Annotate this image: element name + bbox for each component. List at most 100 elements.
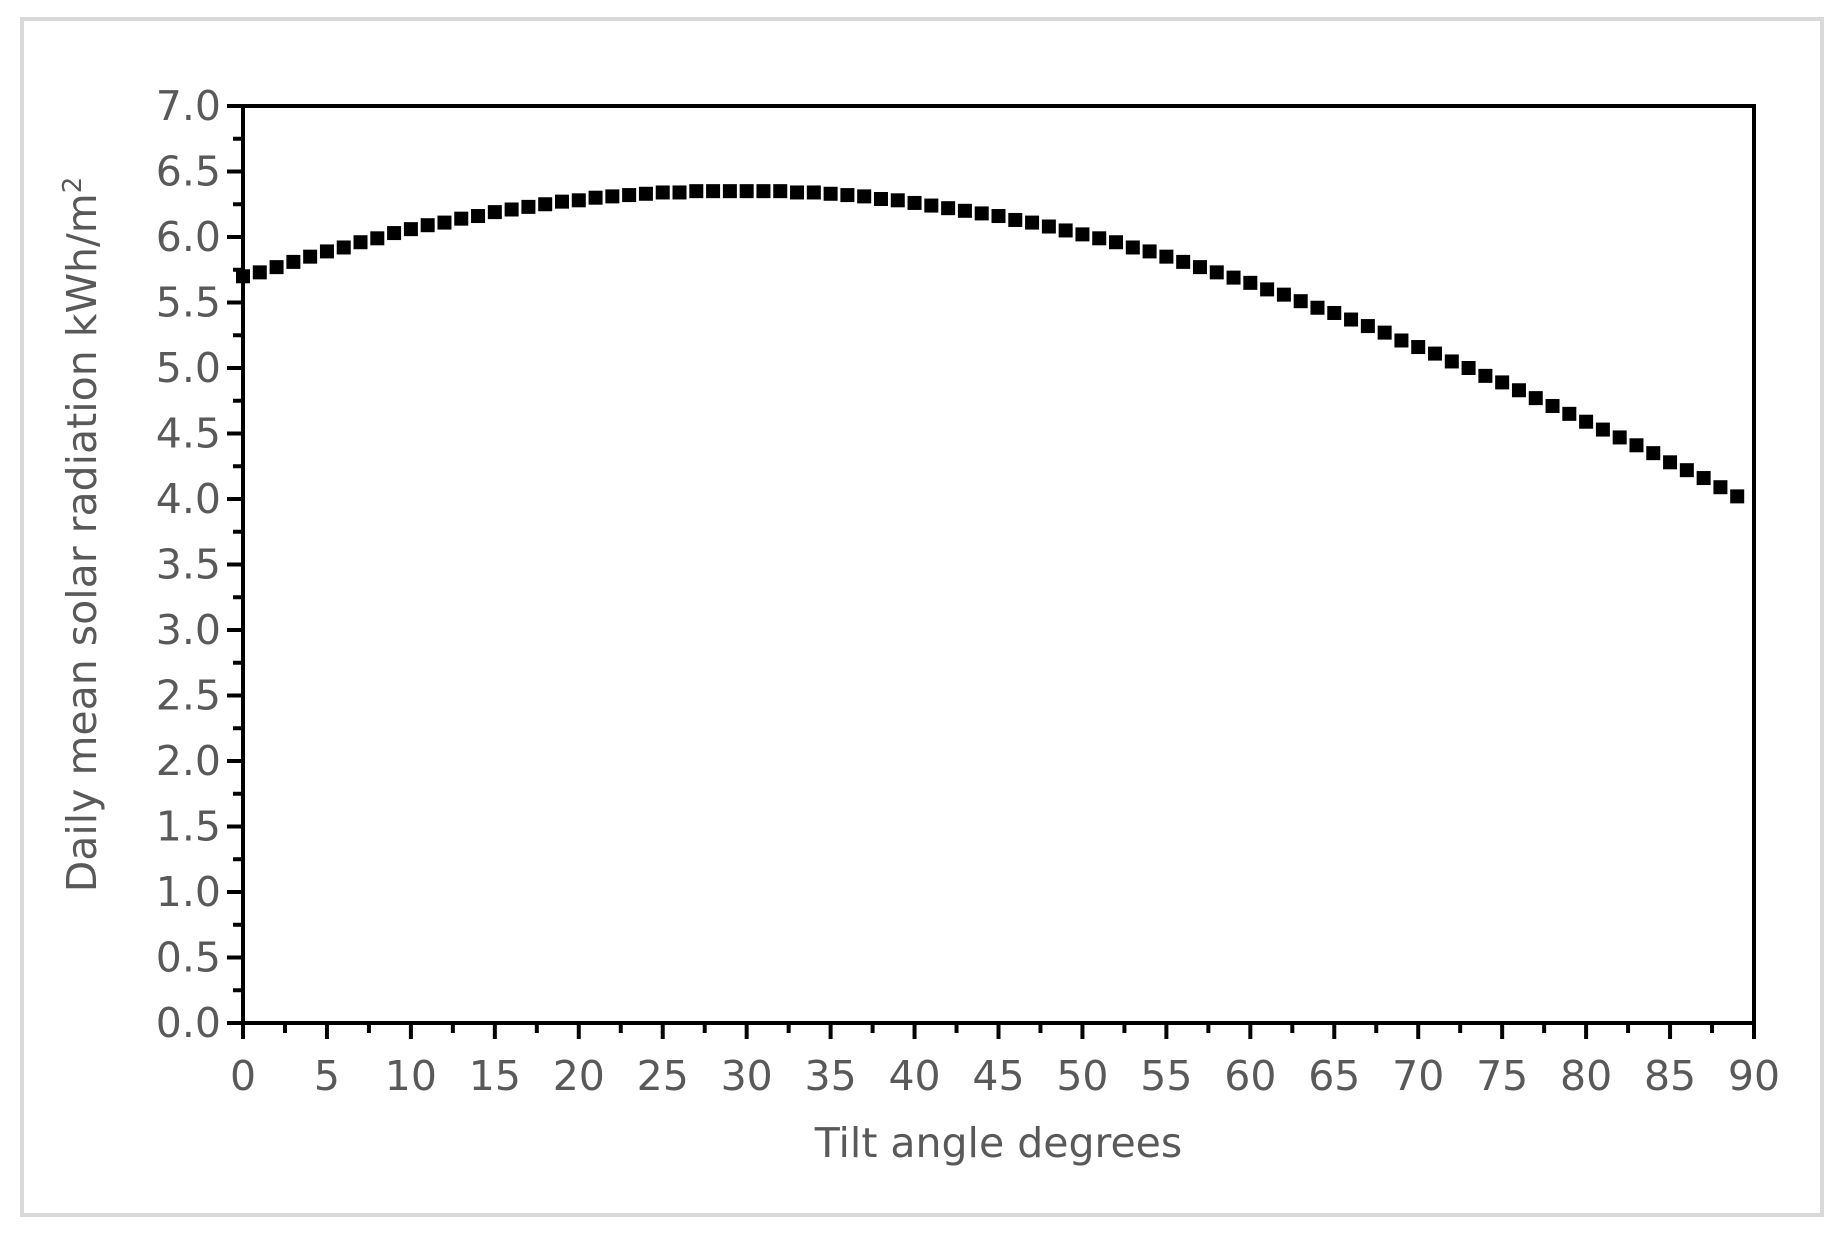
data-point: [1109, 235, 1124, 250]
y-axis-title-text: Daily mean solar radiation kWh/m: [58, 193, 106, 892]
data-point: [420, 218, 435, 233]
data-point: [873, 192, 888, 207]
data-point: [840, 188, 855, 203]
y-tick-label: 5.0: [156, 344, 221, 392]
data-point: [1176, 254, 1191, 269]
data-point: [672, 185, 687, 200]
x-tick-label: 0: [230, 1052, 256, 1100]
x-axis-title: Tilt angle degrees: [814, 1119, 1183, 1167]
data-point: [504, 202, 519, 217]
data-point: [1008, 212, 1023, 227]
x-tick-label: 20: [553, 1052, 605, 1100]
data-point: [1511, 383, 1526, 398]
data-point: [1025, 215, 1040, 230]
data-series: [236, 184, 1745, 504]
y-tick-label: 6.0: [156, 213, 221, 261]
data-point: [957, 203, 972, 218]
data-point: [605, 189, 620, 204]
data-point: [1260, 282, 1275, 297]
x-tick-label: 80: [1560, 1052, 1612, 1100]
data-point: [370, 231, 385, 246]
data-point: [1595, 422, 1610, 437]
y-tick-label: 4.0: [156, 475, 221, 523]
data-point: [1226, 270, 1241, 285]
data-point: [706, 184, 721, 199]
data-point: [286, 254, 301, 269]
x-tick-label: 90: [1728, 1052, 1780, 1100]
y-tick-label: 1.5: [156, 803, 221, 851]
y-tick-label: 2.5: [156, 672, 221, 720]
data-point: [1629, 438, 1644, 453]
data-point: [1075, 227, 1090, 242]
data-point: [1663, 455, 1678, 470]
x-tick-label: 50: [1056, 1052, 1108, 1100]
data-point: [1579, 414, 1594, 429]
data-point: [1562, 406, 1577, 421]
x-tick-label: 15: [469, 1052, 521, 1100]
data-point: [722, 184, 737, 199]
data-point: [924, 198, 939, 213]
data-point: [1159, 249, 1174, 264]
data-point: [1679, 463, 1694, 478]
data-point: [1730, 489, 1745, 504]
y-tick-label: 3.5: [156, 541, 221, 589]
data-point: [790, 185, 805, 200]
data-point: [1293, 294, 1308, 309]
data-point: [487, 205, 502, 220]
data-point: [1478, 368, 1493, 383]
data-point: [974, 206, 989, 221]
x-tick-label: 5: [314, 1052, 340, 1100]
data-point: [823, 186, 838, 201]
y-tick-label: 1.0: [156, 868, 221, 916]
data-point: [1327, 305, 1342, 320]
x-tick-label: 45: [972, 1052, 1024, 1100]
data-point: [1092, 231, 1107, 246]
x-tick-label: 60: [1224, 1052, 1276, 1100]
data-point: [303, 249, 318, 264]
data-point: [1377, 325, 1392, 340]
y-axis-title-superscript: 2: [58, 177, 88, 194]
y-axis-ticks: [227, 104, 243, 1025]
data-point: [1461, 361, 1476, 375]
x-tick-label: 70: [1392, 1052, 1444, 1100]
data-point: [689, 184, 704, 199]
data-point: [403, 222, 418, 237]
data-point: [638, 186, 653, 201]
data-point: [1612, 430, 1627, 445]
data-point: [991, 209, 1006, 224]
data-point: [1041, 219, 1056, 234]
data-point: [538, 197, 553, 212]
data-point: [806, 185, 821, 200]
data-point: [857, 189, 872, 204]
y-tick-label: 0.5: [156, 934, 221, 982]
data-point: [1411, 340, 1426, 355]
x-tick-label: 65: [1308, 1052, 1360, 1100]
x-tick-label: 40: [888, 1052, 940, 1100]
chart-frame: [20, 17, 1824, 1217]
data-point: [1344, 312, 1359, 327]
data-point: [1360, 319, 1375, 334]
data-point: [756, 184, 771, 199]
data-point: [1310, 300, 1325, 315]
data-point: [454, 211, 469, 226]
data-point: [1545, 398, 1560, 413]
data-point: [1192, 260, 1207, 275]
data-point: [588, 190, 603, 205]
data-point: [387, 226, 402, 241]
data-point: [1713, 480, 1728, 495]
data-point: [1142, 244, 1157, 259]
x-tick-label: 30: [721, 1052, 773, 1100]
y-tick-label: 5.5: [156, 279, 221, 327]
data-point: [655, 185, 670, 200]
x-tick-label: 55: [1140, 1052, 1192, 1100]
x-tick-label: 25: [637, 1052, 689, 1100]
data-point: [336, 240, 351, 255]
data-point: [571, 193, 586, 208]
y-tick-label: 4.5: [156, 410, 221, 458]
x-axis-tick-labels: 0 5 10 15 20 25 30 35 40 45 50 55 60 65 70 75 80 85 90: [230, 1052, 1780, 1100]
y-tick-label: 2.0: [156, 737, 221, 785]
data-point: [773, 184, 788, 199]
data-point: [1209, 265, 1224, 280]
data-point: [1243, 275, 1258, 290]
